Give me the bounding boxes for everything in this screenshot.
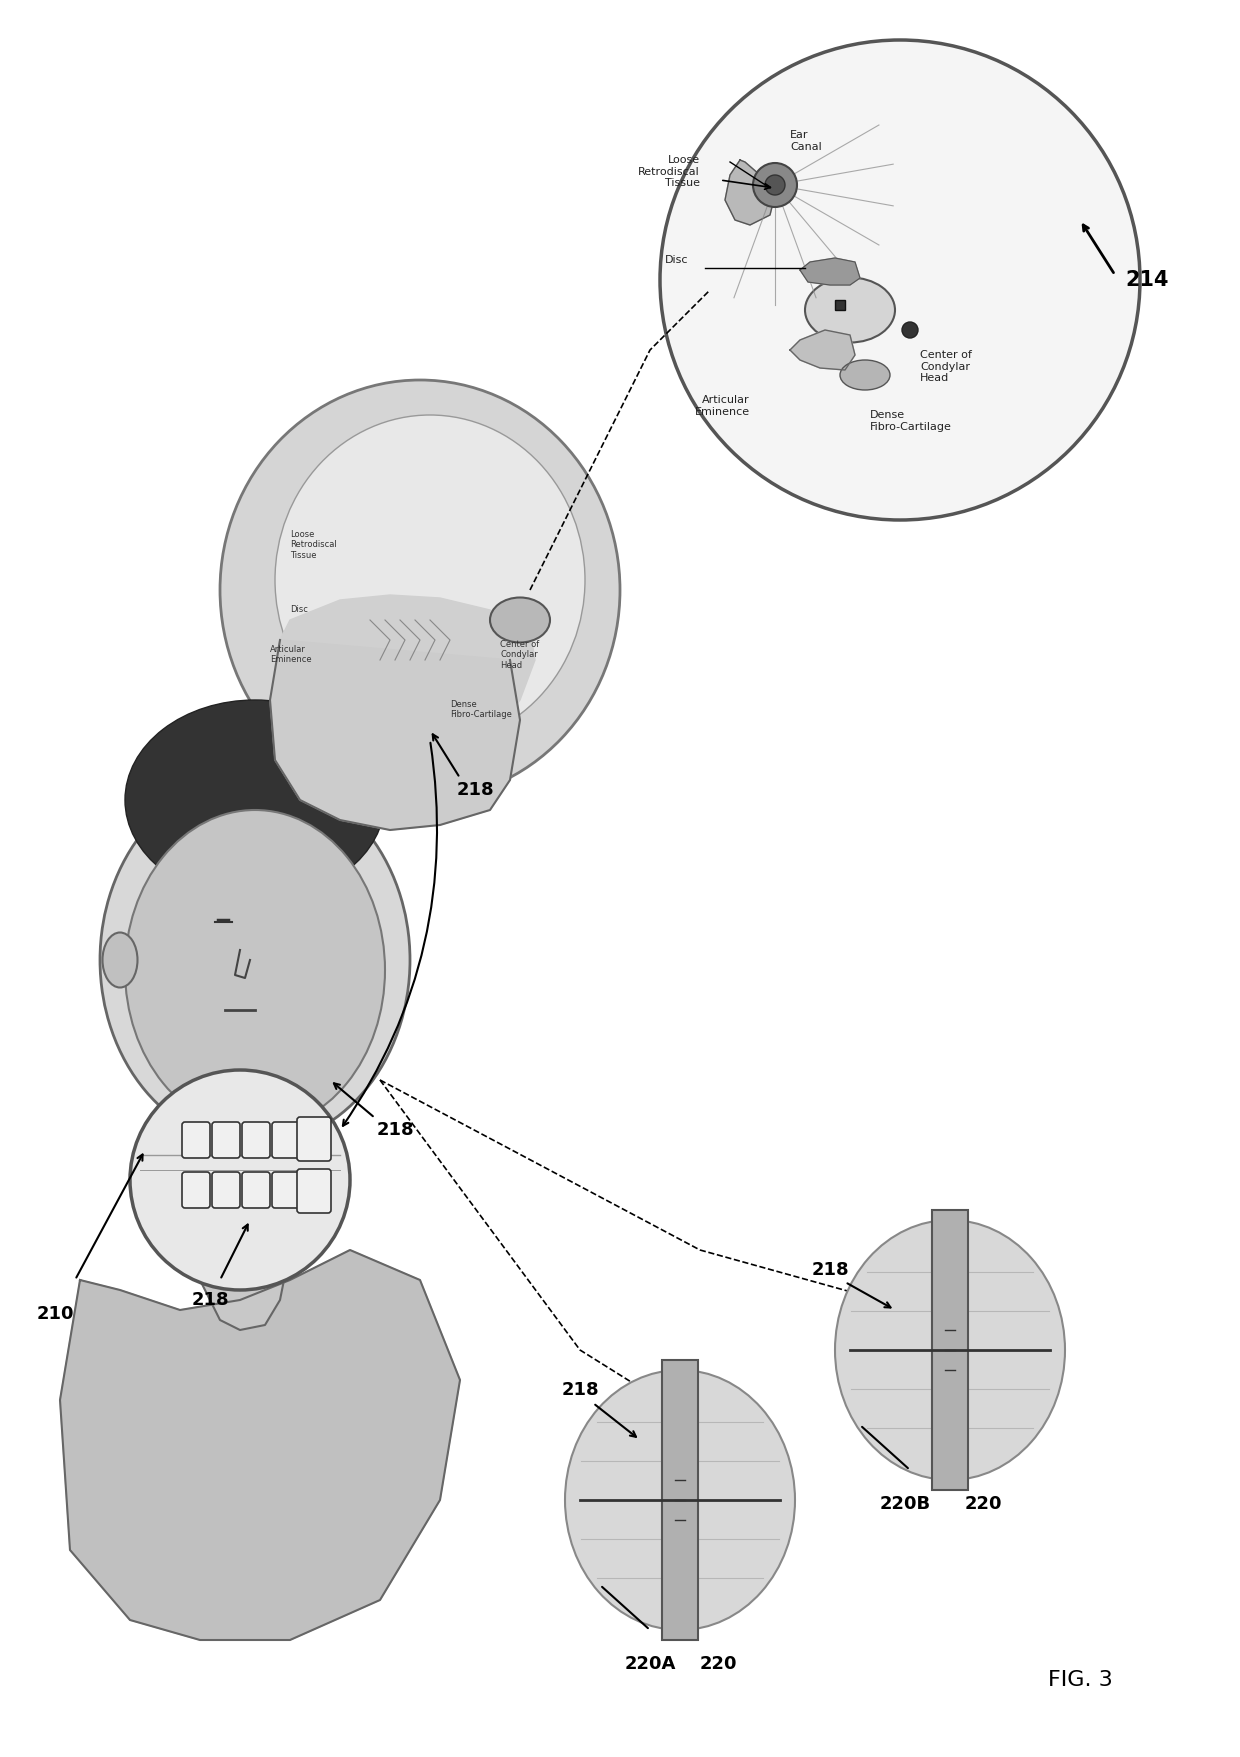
FancyBboxPatch shape <box>298 1117 331 1161</box>
Polygon shape <box>270 640 520 829</box>
FancyBboxPatch shape <box>272 1172 300 1209</box>
Text: 214: 214 <box>1125 271 1168 290</box>
Ellipse shape <box>275 415 585 745</box>
Text: Disc: Disc <box>665 255 688 265</box>
FancyBboxPatch shape <box>242 1172 270 1209</box>
Bar <box>932 1211 968 1490</box>
Polygon shape <box>60 1249 460 1639</box>
Bar <box>835 300 844 309</box>
Circle shape <box>660 40 1140 520</box>
Polygon shape <box>195 1130 290 1330</box>
Text: FIG. 3: FIG. 3 <box>1048 1669 1112 1690</box>
Ellipse shape <box>125 810 384 1130</box>
FancyBboxPatch shape <box>212 1123 241 1158</box>
Ellipse shape <box>219 380 620 799</box>
Text: Loose
Retrodiscal
Tissue: Loose Retrodiscal Tissue <box>639 155 701 188</box>
FancyBboxPatch shape <box>298 1168 331 1212</box>
Text: 210: 210 <box>36 1305 73 1323</box>
Text: Ear
Canal: Ear Canal <box>790 130 822 151</box>
Circle shape <box>901 322 918 337</box>
Text: 220: 220 <box>701 1655 738 1673</box>
Ellipse shape <box>835 1219 1065 1479</box>
Text: Center of
Condylar
Head: Center of Condylar Head <box>500 640 539 669</box>
Ellipse shape <box>839 360 890 390</box>
Circle shape <box>130 1070 350 1290</box>
Text: 220B: 220B <box>879 1495 930 1513</box>
FancyBboxPatch shape <box>242 1123 270 1158</box>
Ellipse shape <box>565 1370 795 1630</box>
Ellipse shape <box>805 278 895 343</box>
FancyBboxPatch shape <box>182 1123 210 1158</box>
Polygon shape <box>725 160 775 225</box>
FancyBboxPatch shape <box>272 1123 300 1158</box>
Bar <box>662 1360 698 1639</box>
Polygon shape <box>800 258 861 285</box>
Text: 220A: 220A <box>624 1655 676 1673</box>
Text: 218: 218 <box>562 1381 599 1399</box>
Text: Dense
Fibro-Cartilage: Dense Fibro-Cartilage <box>450 699 512 719</box>
Text: 218: 218 <box>191 1291 229 1309</box>
FancyBboxPatch shape <box>182 1172 210 1209</box>
Text: Dense
Fibro-Cartilage: Dense Fibro-Cartilage <box>870 409 952 432</box>
Text: Center of
Condylar
Head: Center of Condylar Head <box>920 350 972 383</box>
Text: Loose
Retrodiscal
Tissue: Loose Retrodiscal Tissue <box>290 531 337 560</box>
FancyBboxPatch shape <box>212 1172 241 1209</box>
Circle shape <box>765 176 785 195</box>
Text: Articular
Eminence: Articular Eminence <box>270 645 311 664</box>
Text: 218: 218 <box>456 782 494 799</box>
Text: 218: 218 <box>811 1262 849 1279</box>
Ellipse shape <box>100 775 410 1146</box>
Polygon shape <box>790 330 856 371</box>
Text: 218: 218 <box>376 1121 414 1139</box>
Ellipse shape <box>490 597 551 643</box>
Text: Articular
Eminence: Articular Eminence <box>694 395 750 416</box>
Text: 220: 220 <box>965 1495 1002 1513</box>
Circle shape <box>753 163 797 207</box>
Ellipse shape <box>125 699 384 900</box>
Ellipse shape <box>103 933 138 987</box>
Polygon shape <box>280 596 534 750</box>
Text: Disc: Disc <box>290 604 308 613</box>
